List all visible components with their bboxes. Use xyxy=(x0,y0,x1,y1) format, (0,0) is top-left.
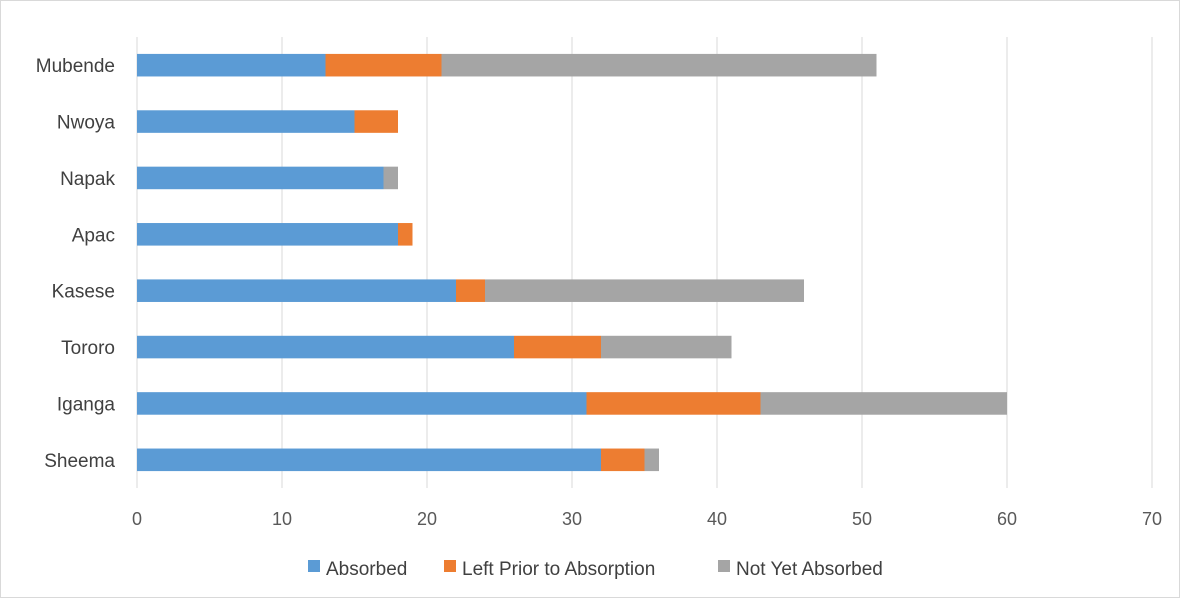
category-label-sheema: Sheema xyxy=(44,451,115,472)
bar-nwoya-left-prior-to-absorption xyxy=(354,110,398,133)
bar-sheema-left-prior-to-absorption xyxy=(601,448,645,472)
bar-iganga-not-yet-absorbed xyxy=(760,392,1007,415)
x-tick-label-10: 10 xyxy=(272,509,292,529)
legend-swatch-left-prior-to-absorption xyxy=(444,560,456,572)
category-label-nwoya: Nwoya xyxy=(57,113,116,134)
bar-napak-absorbed xyxy=(137,166,384,190)
bar-nwoya-absorbed xyxy=(137,110,355,133)
bar-tororo-left-prior-to-absorption xyxy=(514,335,601,359)
legend-label-absorbed: Absorbed xyxy=(326,559,407,580)
legend: Absorbed Left Prior to Absorption Not Yet … xyxy=(308,559,883,580)
bar-mubende-absorbed xyxy=(137,53,326,77)
legend-swatch-not-yet-absorbed xyxy=(718,560,730,572)
bar-kasese-not-yet-absorbed xyxy=(485,279,804,302)
bar-kasese-absorbed xyxy=(137,279,456,302)
legend-swatch-absorbed xyxy=(308,560,320,572)
bar-tororo-absorbed xyxy=(137,335,514,359)
category-label-tororo: Tororo xyxy=(61,338,115,359)
x-tick-label-40: 40 xyxy=(707,509,727,529)
x-tick-label-60: 60 xyxy=(997,509,1017,529)
legend-label-left-prior-to-absorption: Left Prior to Absorption xyxy=(462,559,655,580)
x-tick-label-0: 0 xyxy=(132,509,142,529)
x-tick-label-20: 20 xyxy=(417,509,437,529)
category-label-kasese: Kasese xyxy=(52,282,115,303)
bar-iganga-absorbed xyxy=(137,392,587,415)
gridlines xyxy=(136,37,1153,488)
category-label-napak: Napak xyxy=(60,169,115,190)
bar-apac-left-prior-to-absorption xyxy=(398,223,413,246)
bar-mubende-left-prior-to-absorption xyxy=(325,53,442,77)
bar-tororo-not-yet-absorbed xyxy=(601,335,732,359)
x-tick-labels: 0 10 20 30 40 50 60 70 xyxy=(132,509,1162,529)
x-tick-label-30: 30 xyxy=(562,509,582,529)
bars xyxy=(137,53,1007,472)
bar-apac-absorbed xyxy=(137,223,398,246)
x-tick-label-50: 50 xyxy=(852,509,872,529)
bar-iganga-left-prior-to-absorption xyxy=(586,392,761,415)
category-labels: Sheema Iganga Tororo Kasese Apac Napak Nwoya Mu… xyxy=(36,56,116,472)
legend-label-not-yet-absorbed: Not Yet Absorbed xyxy=(736,559,883,580)
bar-kasese-left-prior-to-absorption xyxy=(456,279,485,302)
category-label-apac: Apac xyxy=(72,225,115,246)
bar-napak-not-yet-absorbed xyxy=(383,166,398,190)
bar-sheema-not-yet-absorbed xyxy=(644,448,659,472)
bar-sheema-absorbed xyxy=(137,448,601,472)
category-label-iganga: Iganga xyxy=(57,394,116,415)
bar-mubende-not-yet-absorbed xyxy=(441,53,877,77)
category-label-mubende: Mubende xyxy=(36,56,115,77)
x-tick-label-70: 70 xyxy=(1142,509,1162,529)
